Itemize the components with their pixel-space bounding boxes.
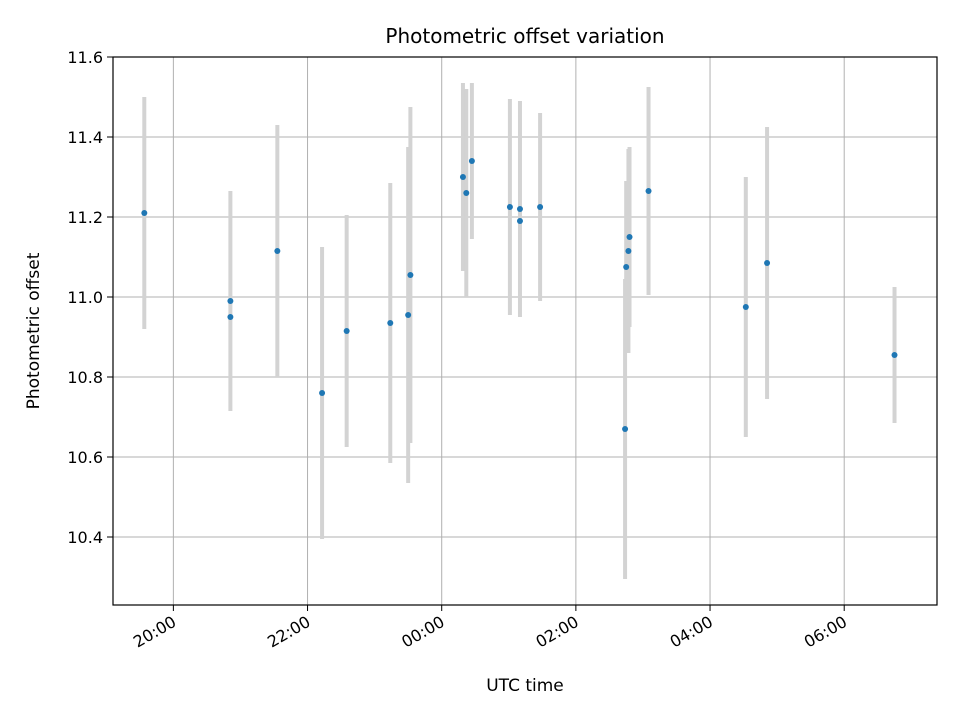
data-point — [516, 218, 523, 224]
y-tick-label: 11.2 — [67, 208, 103, 227]
y-axis: 10.4 10.6 10.8 11.0 11.2 11.4 11.6 — [67, 48, 113, 547]
data-point — [506, 204, 513, 210]
data-point — [343, 328, 350, 334]
plot-frame — [112, 56, 938, 606]
data-point — [459, 174, 466, 180]
data-point — [626, 234, 633, 240]
data-point — [227, 314, 234, 320]
data-point — [742, 304, 749, 310]
data-point — [463, 190, 470, 196]
data-point — [516, 206, 523, 212]
data-point — [764, 260, 771, 266]
data-point — [319, 390, 326, 396]
y-tick-label: 11.0 — [67, 288, 103, 307]
data-points — [141, 158, 898, 432]
chart-title: Photometric offset variation — [385, 24, 664, 48]
data-point — [537, 204, 544, 210]
y-tick-label: 10.8 — [67, 368, 103, 387]
y-axis-label: Photometric offset — [24, 252, 44, 409]
data-point — [891, 352, 898, 358]
data-point — [625, 248, 632, 254]
data-point — [622, 426, 629, 432]
x-axis-label: UTC time — [486, 676, 564, 696]
data-point — [141, 210, 148, 216]
y-tick-label: 10.4 — [67, 528, 103, 547]
data-point — [387, 320, 394, 326]
data-point — [468, 158, 475, 164]
data-point — [227, 298, 234, 304]
y-tick-label: 11.4 — [67, 128, 103, 147]
grid — [113, 56, 937, 605]
data-point — [623, 264, 630, 270]
y-tick-label: 10.6 — [67, 448, 103, 467]
data-point — [645, 188, 652, 194]
data-point — [274, 248, 281, 254]
data-point — [405, 312, 412, 318]
y-tick-label: 11.6 — [67, 48, 103, 67]
data-point — [407, 272, 414, 278]
